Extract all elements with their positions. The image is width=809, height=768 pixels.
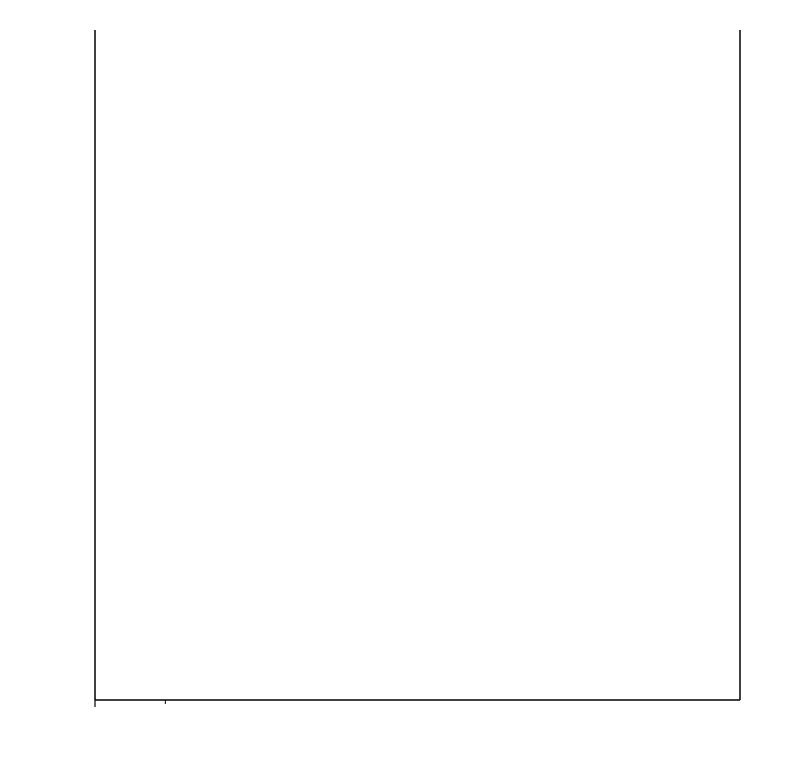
permittivity-chart — [0, 0, 809, 768]
chart-bg — [0, 0, 809, 768]
chart-svg — [0, 0, 809, 768]
